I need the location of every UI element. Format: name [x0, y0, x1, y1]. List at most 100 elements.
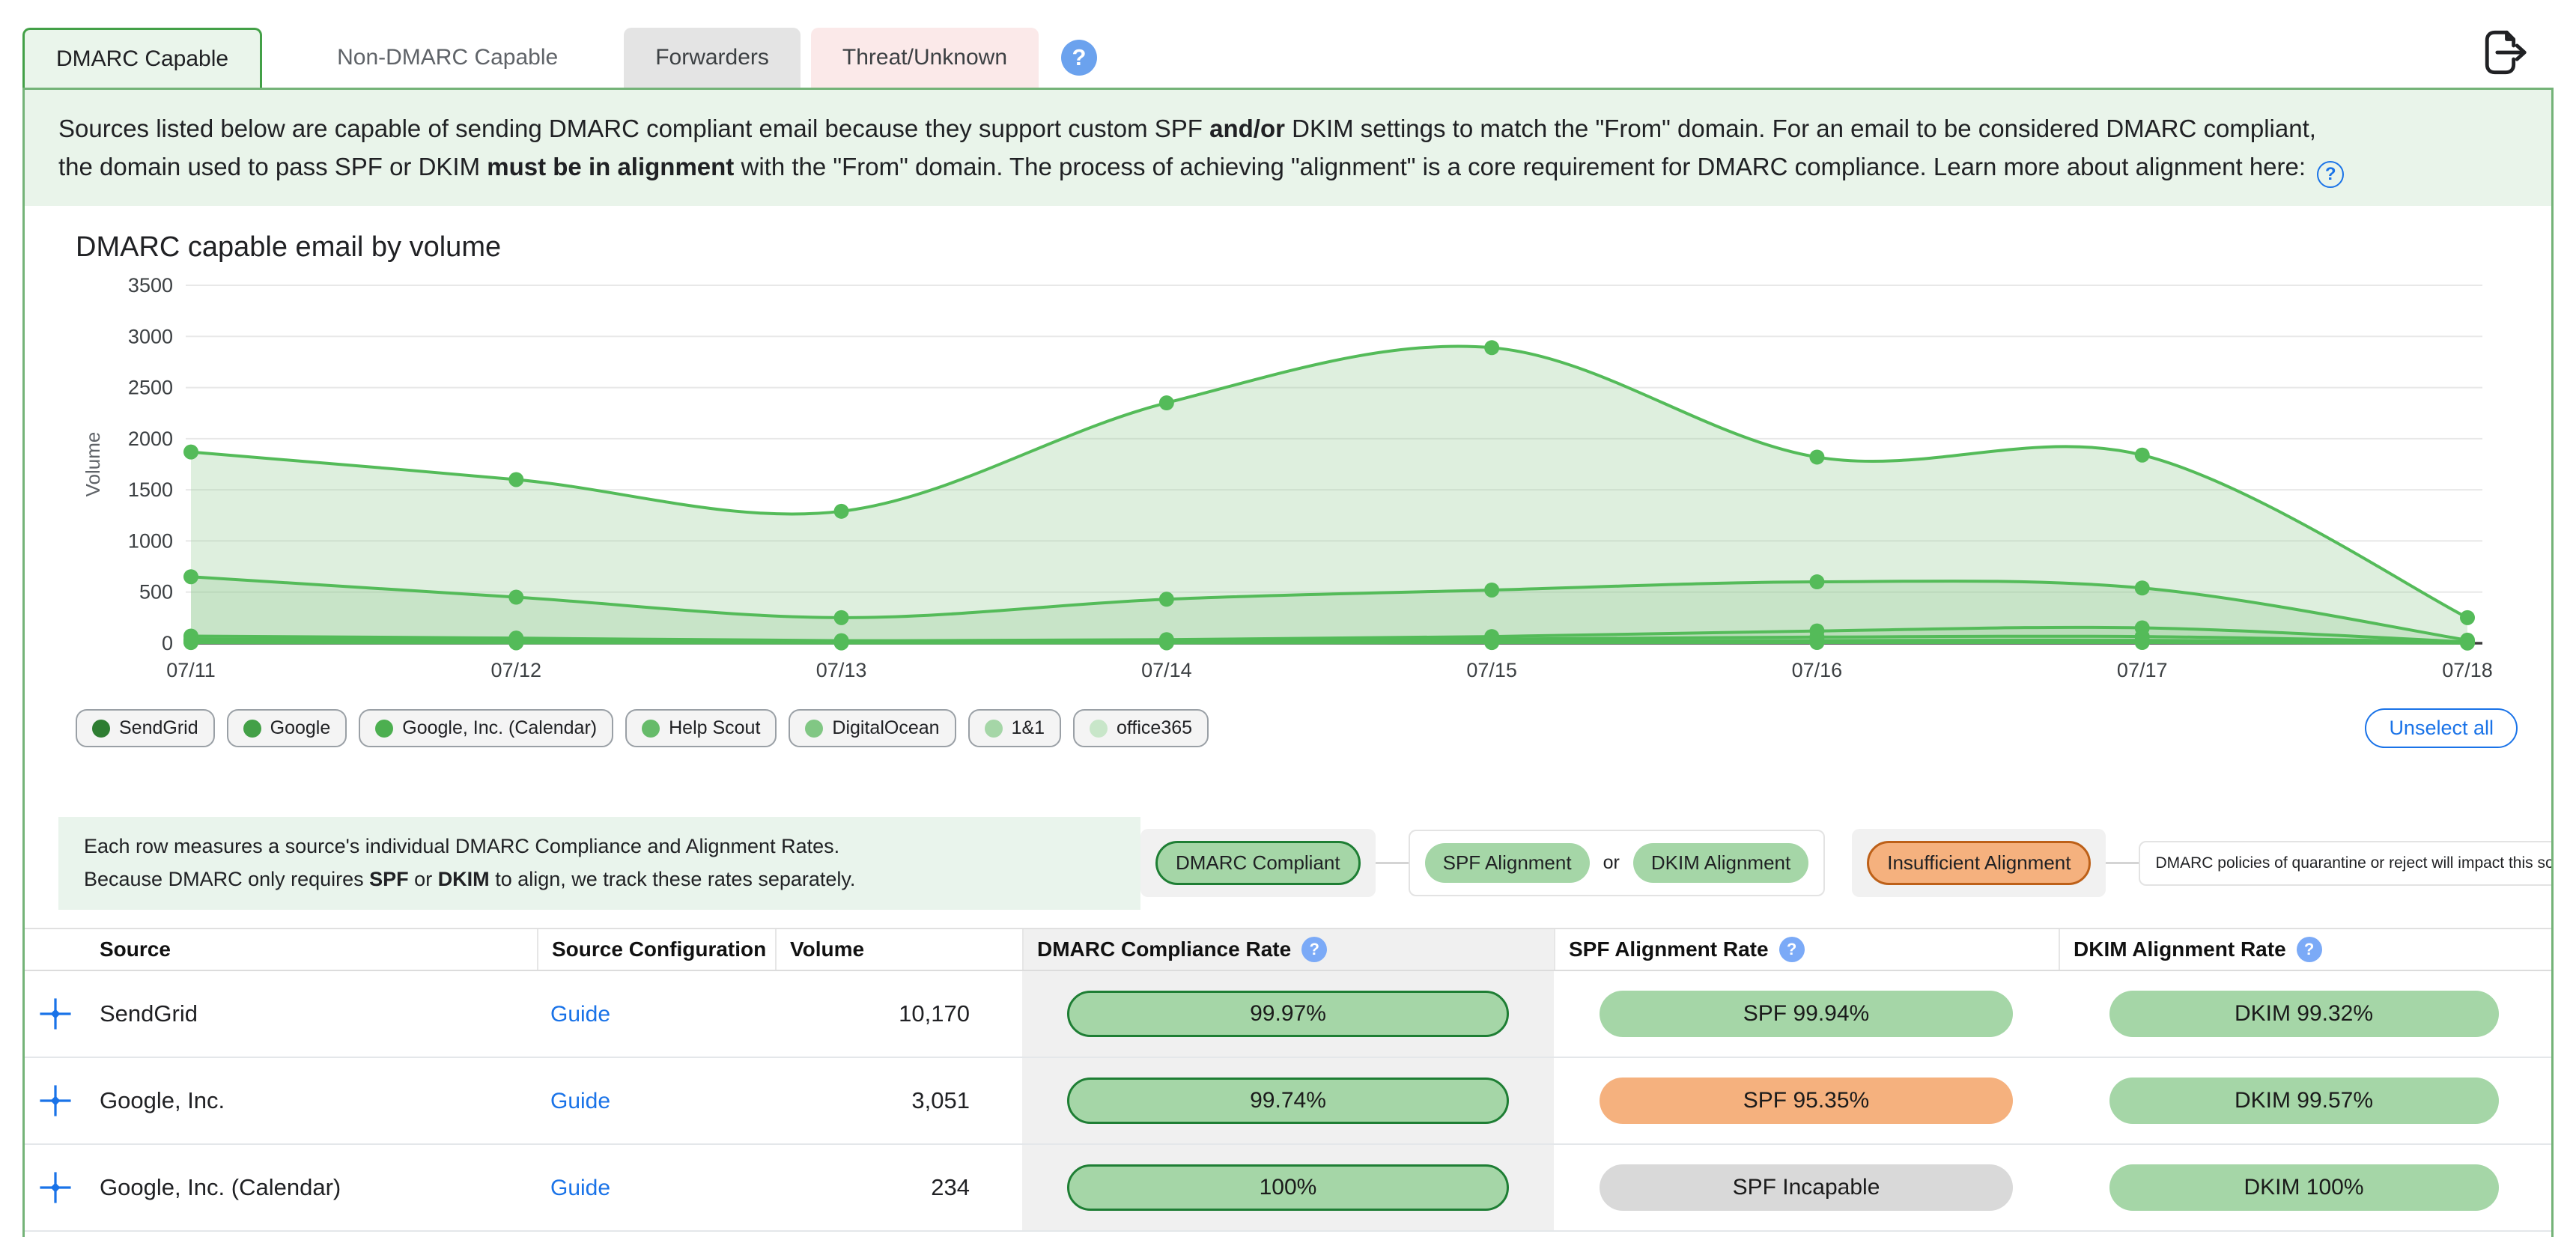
dkim-rate-column-header: DKIM Alignment Rate ?	[2059, 928, 2549, 970]
data-point-office365	[1158, 635, 1174, 651]
x-tick-label: 07/17	[2117, 659, 2168, 681]
x-tick-label: 07/18	[2442, 659, 2493, 681]
legend-chip-google[interactable]: Google	[226, 709, 347, 748]
legend-chip-help-scout[interactable]: Help Scout	[625, 709, 777, 748]
series-line-sendgrid	[190, 344, 2468, 619]
legend-connector-line	[1375, 862, 1409, 865]
text-segment: DKIM	[437, 867, 490, 890]
text-segment: Each row measures a source's individual …	[84, 835, 840, 858]
unselect-all-button[interactable]: Unselect all	[2365, 708, 2518, 749]
y-axis-title: Volume	[82, 432, 104, 497]
tab-dmarc-capable[interactable]: DMARC Capable	[22, 28, 263, 88]
data-point-office365	[2460, 635, 2475, 651]
data-point-google	[2134, 580, 2150, 596]
legend-chip-google-inc-calendar[interactable]: Google, Inc. (Calendar)	[359, 709, 614, 748]
data-point-google	[1158, 592, 1174, 607]
legend-chip-office365[interactable]: office365	[1073, 709, 1209, 748]
plus-icon	[40, 1085, 71, 1116]
text-segment: or	[408, 867, 438, 890]
dmarc-compliance-cell: 100%	[1022, 1144, 1554, 1230]
insufficient-alignment-badge: Insufficient Alignment	[1867, 841, 2092, 886]
chart-title: DMARC capable email by volume	[76, 231, 502, 264]
tab-forwarders[interactable]: Forwarders	[624, 28, 801, 88]
guide-link[interactable]: Guide	[550, 1001, 611, 1027]
description-line-1: Sources listed below are capable of send…	[58, 109, 2518, 148]
dmarc-compliance-pill: 99.97%	[1067, 990, 1509, 1037]
text-segment: the domain used to pass SPF or DKIM	[58, 153, 487, 181]
dmarc-rate-help-icon[interactable]: ?	[1301, 936, 1328, 962]
legend-chip-digitalocean[interactable]: DigitalOcean	[789, 709, 956, 748]
x-tick-label: 07/13	[816, 659, 867, 681]
table-row-google-inc-calendar: Google, Inc. (Calendar) Guide 234 100% SPF I…	[25, 1144, 2551, 1232]
expand-row-button[interactable]	[25, 1058, 86, 1143]
source-name: Google, Inc.	[100, 1086, 225, 1113]
data-point-sendgrid	[833, 504, 849, 520]
dkim-alignment-pill: DKIM 100%	[2109, 1164, 2499, 1211]
expand-row-button[interactable]	[25, 971, 86, 1057]
dkim-alignment-cell: DKIM 100%	[2059, 1145, 2549, 1230]
dmarc-capable-panel: Sources listed below are capable of send…	[22, 88, 2554, 1237]
spf-alignment-cell: SPF Incapable	[1554, 1145, 2059, 1230]
text-segment: Sources listed below are capable of send…	[58, 115, 1210, 142]
series-label: Help Scout	[669, 717, 761, 739]
guide-link[interactable]: Guide	[550, 1088, 611, 1113]
tab-non-dmarc-capable[interactable]: Non-DMARC Capable	[337, 45, 559, 70]
expand-column-header	[25, 929, 86, 970]
table-note-row: Each row measures a source's individual …	[58, 817, 2551, 910]
data-point-google	[833, 610, 849, 626]
dmarc-compliant-badge: DMARC Compliant	[1155, 841, 1361, 886]
tab-threat-unknown[interactable]: Threat/Unknown	[810, 28, 1039, 88]
data-point-google	[508, 589, 524, 605]
guide-link[interactable]: Guide	[550, 1175, 611, 1200]
data-point-sendgrid	[508, 472, 524, 487]
rate-legend: DMARC Compliant SPF Alignment or DKIM Al…	[1140, 817, 2554, 909]
x-tick-label: 07/14	[1141, 659, 1192, 681]
series-color-dot	[1090, 719, 1108, 738]
y-tick-label: 2500	[128, 377, 173, 399]
legend-chip-1-1[interactable]: 1&1	[967, 709, 1062, 748]
text-segment: to align, we track these rates separatel…	[489, 867, 856, 890]
spf-alignment-pill: SPF 99.94%	[1600, 990, 2013, 1037]
data-point-office365	[2134, 635, 2150, 651]
volume-value: 234	[931, 1173, 970, 1200]
dkim-alignment-pill: DKIM 99.32%	[2109, 990, 2499, 1037]
policy-impact-note: DMARC policies of quarantine or reject w…	[2155, 854, 2554, 872]
data-point-sendgrid	[2460, 610, 2475, 626]
legend-connector-line	[2106, 862, 2139, 865]
rate-legend-compliant-box: DMARC Compliant	[1140, 829, 1376, 898]
series-color-dot	[642, 719, 660, 738]
dmarc-rate-header-label: DMARC Compliance Rate	[1037, 937, 1292, 961]
data-point-sendgrid	[1809, 449, 1825, 465]
volume-value: 3,051	[911, 1086, 970, 1113]
data-point-office365	[833, 635, 849, 651]
data-point-google	[1809, 574, 1825, 590]
source-name: Google, Inc. (Calendar)	[100, 1173, 341, 1200]
rate-legend-alignment-box: SPF Alignment or DKIM Alignment	[1408, 830, 1826, 897]
rate-legend-insufficient-box: Insufficient Alignment	[1852, 829, 2106, 898]
dkim-alignment-pill: DKIM 99.57%	[2109, 1077, 2499, 1124]
source-configuration-cell: Guide	[537, 1087, 775, 1114]
export-button[interactable]	[2474, 23, 2533, 82]
volume-area-chart: 0 500 1000 1500 2000 2500 3000 3500 Volume 07/11 0…	[25, 267, 2551, 695]
legend-chip-sendgrid[interactable]: SendGrid	[76, 709, 215, 748]
dkim-rate-help-icon[interactable]: ?	[2296, 936, 2322, 962]
series-area-google	[191, 577, 2467, 644]
series-line-office365	[190, 641, 2468, 645]
series-color-dot	[92, 719, 110, 738]
rate-legend-note-box: DMARC policies of quarantine or reject w…	[2139, 840, 2554, 886]
x-tick-label: 07/15	[1466, 659, 1517, 681]
dkim-rate-header-label: DKIM Alignment Rate	[2074, 937, 2286, 961]
tabs-help-icon[interactable]: ?	[1061, 40, 1098, 76]
y-tick-label: 3000	[128, 325, 173, 347]
expand-row-button[interactable]	[25, 1145, 86, 1230]
data-point-sendgrid	[1484, 340, 1500, 356]
y-tick-label: 0	[162, 632, 173, 654]
config-column-header: Source Configuration	[537, 928, 775, 970]
area-chart-svg: 0 500 1000 1500 2000 2500 3000 3500 Volume 07/11 0…	[82, 274, 2493, 681]
x-tick-label: 07/12	[490, 659, 541, 681]
series-color-dot	[375, 719, 394, 738]
data-point-office365	[183, 635, 198, 651]
alignment-help-icon[interactable]: ?	[2317, 161, 2345, 189]
spf-rate-help-icon[interactable]: ?	[1778, 936, 1805, 962]
or-label: or	[1603, 852, 1620, 874]
